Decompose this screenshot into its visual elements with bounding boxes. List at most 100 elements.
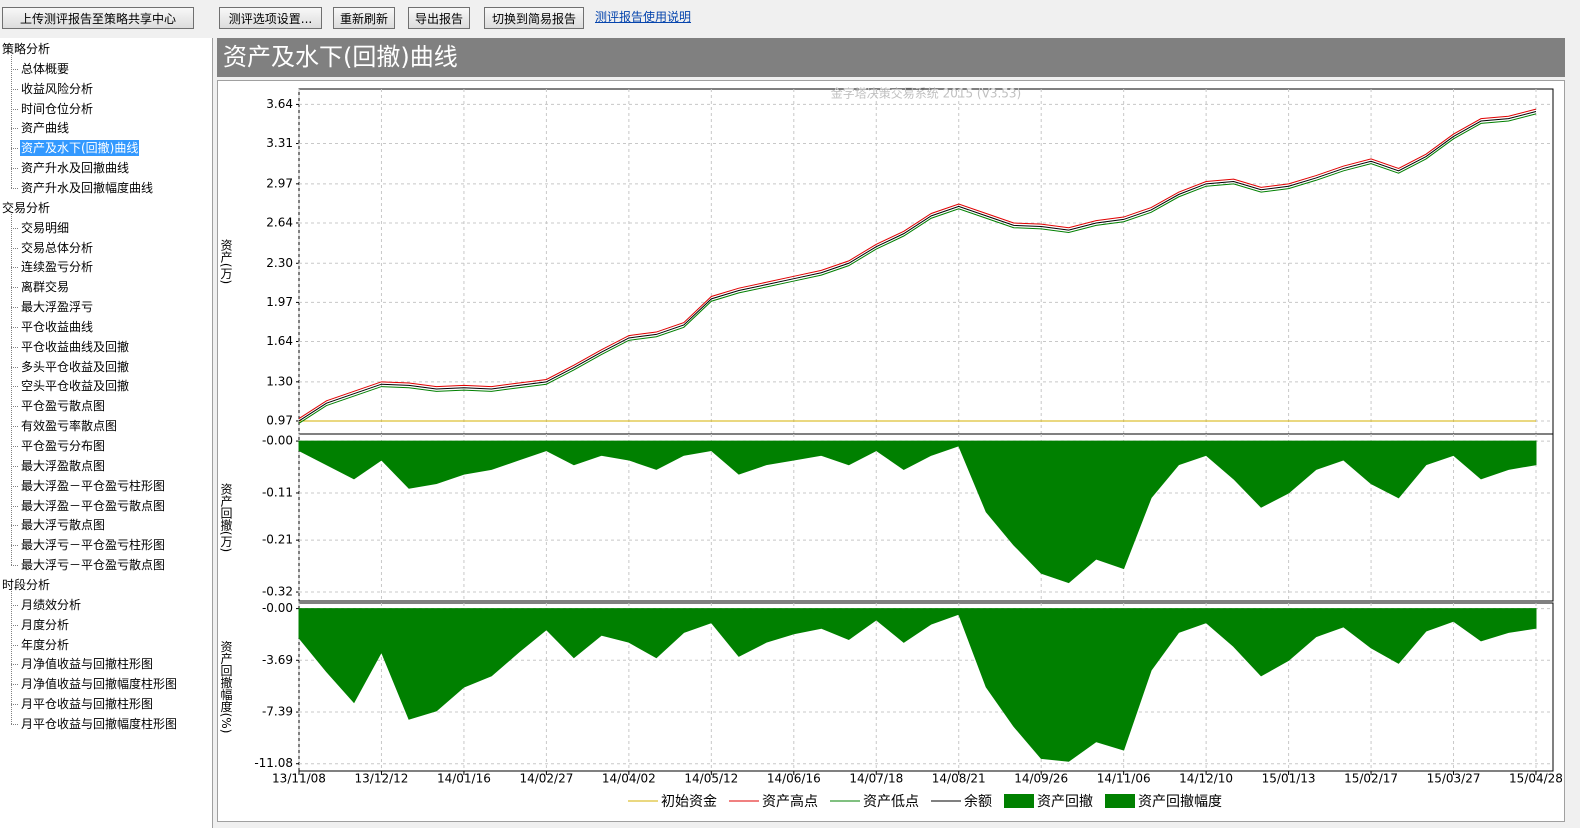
tree-connector bbox=[11, 287, 18, 289]
tree-connector bbox=[11, 446, 18, 447]
nav-item[interactable]: 最大浮亏散点图 bbox=[21, 518, 106, 533]
x-tick-label: 14/06/16 bbox=[767, 772, 821, 786]
x-tick-label: 14/12/10 bbox=[1179, 772, 1233, 786]
y-tick-label: -3.69 bbox=[262, 653, 293, 667]
y-tick-label: -0.11 bbox=[262, 485, 293, 499]
nav-item[interactable]: 最大浮盈－平仓盈亏柱形图 bbox=[21, 478, 166, 493]
x-tick-label: 14/04/02 bbox=[602, 772, 656, 786]
nav-item[interactable]: 月绩效分析 bbox=[21, 597, 82, 612]
chart-title: 金字塔决策交易系统 2015 (V3.53) bbox=[831, 86, 1021, 101]
nav-item[interactable]: 最大浮亏－平仓盈亏散点图 bbox=[21, 558, 166, 573]
nav-item[interactable]: 月平仓收益与回撤柱形图 bbox=[21, 697, 154, 712]
tree-connector bbox=[11, 148, 18, 150]
nav-item[interactable]: 月净值收益与回撤柱形图 bbox=[21, 657, 154, 672]
nav-item[interactable]: 月度分析 bbox=[21, 617, 70, 632]
tree-connector bbox=[11, 624, 18, 626]
legend-label: 资产低点 bbox=[863, 794, 919, 810]
nav-tree: 策略分析总体概要收益风险分析 时间仓位分析 资产曲线资产及水下(回撤)曲线 资产升水及… bbox=[0, 38, 213, 828]
nav-item[interactable]: 资产及水下(回撤)曲线 bbox=[20, 140, 140, 157]
nav-section[interactable]: 策略分析 bbox=[2, 42, 51, 56]
y-tick-label: 1.64 bbox=[266, 334, 293, 348]
y-tick-label: 2.30 bbox=[266, 256, 293, 270]
nav-item[interactable]: 有效盈亏率散点图 bbox=[21, 419, 118, 434]
x-tick-label: 15/01/13 bbox=[1262, 772, 1316, 786]
x-tick-label: 14/09/26 bbox=[1014, 772, 1068, 786]
upload-button[interactable]: 上传测评报告至策略共享中心 bbox=[2, 7, 194, 29]
tree-connector bbox=[11, 465, 18, 467]
legend-label: 资产回撤幅度 bbox=[1138, 794, 1222, 810]
y-tick-label: 2.97 bbox=[266, 176, 293, 190]
nav-item[interactable]: 多头平仓收益及回撤 bbox=[21, 359, 130, 374]
options-button[interactable]: 测评选项设置... bbox=[219, 7, 322, 29]
series-area bbox=[298, 608, 1537, 762]
nav-item[interactable]: 月净值收益与回撤幅度柱形图 bbox=[21, 677, 178, 692]
nav-item[interactable]: 离群交易 bbox=[21, 280, 70, 295]
export-button[interactable]: 导出报告 bbox=[408, 7, 470, 29]
tree-connector bbox=[11, 247, 18, 249]
nav-item[interactable]: 连续盈亏分析 bbox=[21, 260, 94, 275]
tree-connector bbox=[11, 664, 18, 666]
x-tick-label: 14/01/16 bbox=[437, 772, 491, 786]
tree-connector bbox=[11, 386, 18, 388]
nav-item[interactable]: 收益风险分析 bbox=[21, 81, 94, 96]
nav-item[interactable]: 交易总体分析 bbox=[21, 240, 94, 255]
nav-item[interactable]: 时间仓位分析 bbox=[21, 101, 94, 116]
nav-item[interactable]: 最大浮亏－平仓盈亏柱形图 bbox=[21, 538, 166, 553]
x-tick-label: 15/04/28 bbox=[1509, 772, 1563, 786]
y-axis-label: 资产回撤(万) bbox=[219, 482, 233, 552]
tree-connector bbox=[11, 644, 18, 646]
series-line bbox=[298, 111, 1537, 422]
x-tick-label: 15/02/17 bbox=[1344, 772, 1398, 786]
legend-label: 资产回撤 bbox=[1037, 794, 1093, 810]
y-tick-label: 1.97 bbox=[266, 295, 293, 309]
y-tick-label: 2.64 bbox=[266, 215, 293, 229]
y-tick-label: 0.97 bbox=[266, 413, 293, 427]
nav-item[interactable]: 资产升水及回撤曲线 bbox=[21, 161, 130, 176]
legend-label: 初始资金 bbox=[661, 793, 717, 810]
help-link[interactable]: 测评报告使用说明 bbox=[595, 10, 692, 24]
nav-item[interactable]: 平仓盈亏散点图 bbox=[21, 399, 106, 414]
nav-item[interactable]: 总体概要 bbox=[21, 61, 70, 76]
simple-report-button[interactable]: 切换到简易报告 bbox=[484, 7, 584, 29]
x-tick-label: 14/07/18 bbox=[849, 772, 903, 786]
nav-section[interactable]: 交易分析 bbox=[2, 200, 51, 215]
refresh-button[interactable]: 重新刷新 bbox=[333, 7, 395, 29]
nav-item[interactable]: 交易明细 bbox=[21, 220, 70, 235]
tree-connector bbox=[11, 565, 18, 567]
tree-connector bbox=[11, 267, 18, 269]
nav-item[interactable]: 最大浮盈－平仓盈亏散点图 bbox=[21, 498, 166, 513]
nav-item[interactable]: 月平仓收益与回撤幅度柱形图 bbox=[21, 716, 178, 731]
tree-connector bbox=[11, 68, 18, 70]
x-tick-label: 13/12/12 bbox=[355, 772, 409, 786]
legend-label: 余额 bbox=[964, 793, 992, 810]
series-line bbox=[298, 113, 1537, 424]
y-axis-label: 资产回撤幅度(%) bbox=[219, 640, 233, 733]
tree-connector bbox=[11, 346, 18, 348]
x-tick-label: 14/05/12 bbox=[684, 772, 738, 786]
nav-item[interactable]: 平仓收益曲线 bbox=[21, 319, 94, 334]
legend-label: 资产高点 bbox=[762, 793, 818, 810]
y-axis-label: 资产(万) bbox=[219, 238, 233, 284]
nav-item[interactable]: 平仓收益曲线及回撤 bbox=[21, 339, 130, 354]
tree-connector bbox=[11, 187, 18, 189]
tree-connector bbox=[11, 604, 18, 606]
y-tick-label: -0.32 bbox=[262, 585, 293, 599]
legend-swatch bbox=[1004, 794, 1034, 808]
tree-connector bbox=[11, 307, 18, 309]
nav-item[interactable]: 年度分析 bbox=[21, 637, 70, 652]
nav-item[interactable]: 资产升水及回撤幅度曲线 bbox=[21, 180, 154, 195]
nav-item[interactable]: 资产曲线 bbox=[21, 121, 70, 136]
nav-section[interactable]: 时段分析 bbox=[2, 577, 51, 592]
legend-swatch bbox=[1105, 794, 1135, 808]
nav-item[interactable]: 空头平仓收益及回撤 bbox=[21, 379, 130, 394]
nav-item[interactable]: 平仓盈亏分布图 bbox=[21, 439, 106, 453]
tree-connector bbox=[11, 326, 18, 328]
tree-connector bbox=[11, 227, 18, 229]
nav-item[interactable]: 最大浮盈散点图 bbox=[21, 458, 106, 473]
tree-connector bbox=[11, 55, 12, 188]
chart-panel: 0.97 1.30 1.64 1.97 2.30 2.64 2.97 3.31 3.64 金字塔决… bbox=[217, 80, 1565, 822]
nav-item[interactable]: 最大浮盈浮亏 bbox=[21, 300, 94, 315]
plot-frame bbox=[298, 433, 1554, 602]
tree-connector bbox=[11, 406, 18, 408]
tree-connector bbox=[11, 88, 18, 90]
